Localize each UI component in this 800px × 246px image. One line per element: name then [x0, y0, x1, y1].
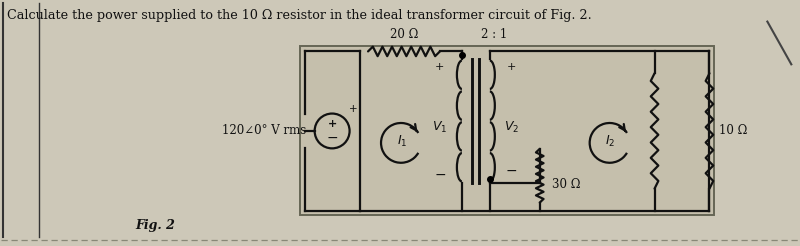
Text: 120∠0° V rms: 120∠0° V rms [222, 124, 306, 138]
Text: +: + [507, 62, 517, 72]
Text: $V_2$: $V_2$ [504, 119, 519, 135]
Text: $I_2$: $I_2$ [606, 134, 616, 149]
Text: 30 Ω: 30 Ω [552, 178, 580, 191]
Text: $I_1$: $I_1$ [397, 134, 407, 149]
Text: +: + [350, 104, 358, 114]
Bar [300, 46, 714, 215]
Text: 2 : 1: 2 : 1 [481, 29, 507, 42]
Text: −: − [434, 168, 446, 182]
Text: −: − [506, 164, 518, 178]
Text: +: + [435, 62, 445, 72]
Text: 10 Ω: 10 Ω [719, 124, 748, 138]
Text: −: − [326, 131, 338, 145]
Text: 20 Ω: 20 Ω [390, 29, 418, 42]
Text: $V_1$: $V_1$ [432, 119, 447, 135]
Text: Fig. 2: Fig. 2 [135, 219, 175, 232]
Text: +: + [327, 119, 337, 129]
Text: Calculate the power supplied to the 10 Ω resistor in the ideal transformer circu: Calculate the power supplied to the 10 Ω… [6, 9, 591, 22]
